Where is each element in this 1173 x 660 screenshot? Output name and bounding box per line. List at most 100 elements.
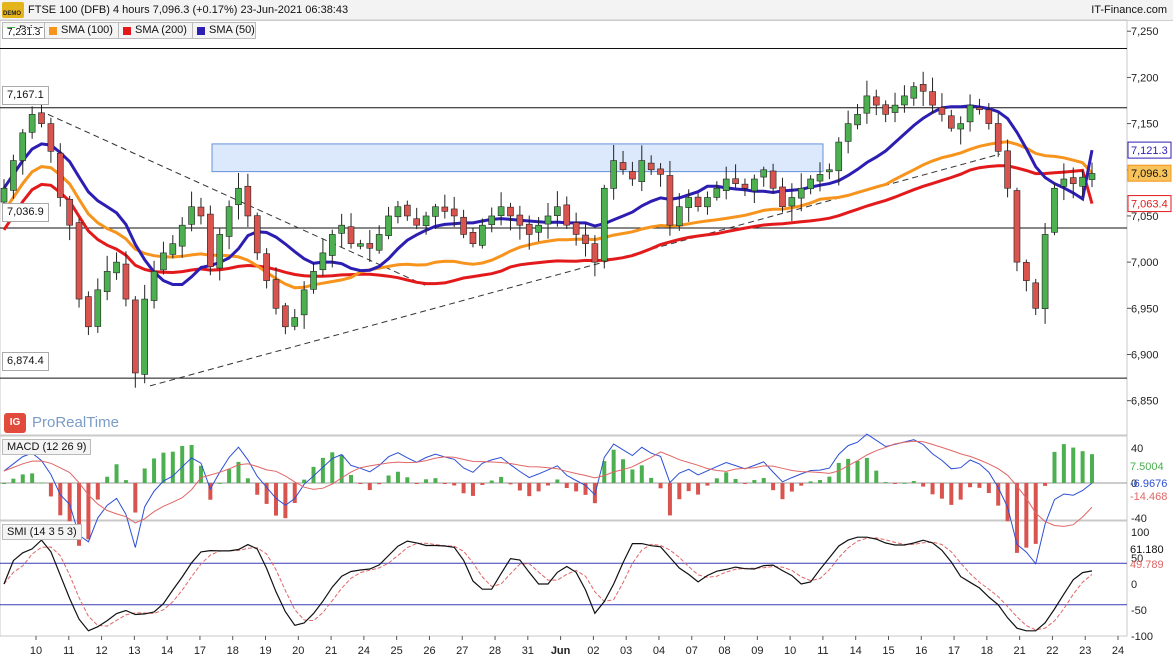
x-tick-label: 25 [391,645,403,657]
candle-body [835,141,843,172]
macd-histogram-bar [433,478,438,483]
y-tick-label: 7,250 [1131,26,1159,38]
brand-text: ProRealTime [32,414,119,431]
y-tick-label: 7,000 [1131,257,1159,269]
candle-body [113,261,120,274]
candle-body [422,215,430,227]
macd-histogram-bar [874,470,879,483]
x-tick-label: 24 [358,645,370,657]
macd-histogram-bar [517,483,522,491]
smi-y-label: -100 [1131,631,1153,643]
candle-body [572,222,580,235]
macd-line [3,433,1093,565]
candle-body [544,215,552,225]
candle-body [751,178,758,192]
x-tick-label: 28 [489,645,501,657]
macd-histogram-bar [846,458,851,483]
smi-title-text: SMI (14 3 5 3) [7,526,77,538]
macd-histogram-bar [761,478,766,483]
macd-histogram-bar [255,483,260,495]
candle-body [938,107,946,115]
candle-body [647,162,655,171]
macd-histogram-bar [58,483,63,516]
candle-body [132,299,139,374]
candle-body [10,160,17,191]
macd-histogram-bar [227,469,232,483]
legend-sma100[interactable]: SMA (100) [44,22,119,39]
candle-body [432,206,439,217]
candle-body [207,213,214,268]
smi-line [3,536,1093,632]
candle-body [272,279,280,309]
macd-histogram-bar [611,449,616,483]
macd-histogram-bar [283,483,288,519]
level-box-high: 7,167.1 [2,86,49,105]
candle-body [488,215,496,225]
macd-histogram-bar [546,483,550,486]
macd-histogram-bar [789,483,794,492]
legend-sma200[interactable]: SMA (200) [118,22,195,39]
macd-histogram-bar [424,479,429,483]
macd-histogram-bar [292,483,297,504]
macd-histogram-bar [949,483,954,505]
candle-body [66,198,73,226]
macd-histogram-bar [902,482,907,484]
macd-histogram-bar [827,476,832,483]
y-tick-label: 6,950 [1131,303,1159,315]
candle-body [919,84,927,92]
candle-body [28,114,36,133]
level-box-low: 6,874.4 [2,352,49,371]
candle-body [657,168,664,175]
macd-histogram-bar [414,483,419,484]
macd-signal-line [3,440,1093,527]
x-tick-label: 14 [850,645,862,657]
macd-histogram-bar [733,478,738,483]
legend-label: SMA (50) [209,24,255,36]
resistance-rect [211,143,824,173]
axis-value-label: 7,121.3 [1131,145,1168,157]
macd-histogram-bar [677,483,682,500]
macd-histogram-bar [1071,447,1076,483]
macd-histogram-bar [274,483,278,516]
macd-histogram-bar [320,457,325,483]
x-tick-label: 18 [227,645,239,657]
candle-body [910,86,918,99]
macd-histogram-bar [911,481,916,483]
macd-histogram-bar [555,479,560,483]
macd-histogram-bar [461,483,466,494]
macd-histogram-bar [377,483,382,485]
demo-badge: DEMO [2,2,24,18]
legend-sma50[interactable]: SMA (50) [192,22,256,39]
candle-body [1060,178,1068,187]
candle-body [56,152,64,198]
x-tick-label: 10 [30,645,42,657]
macd-histogram-bar [658,483,663,489]
candle-body [1032,282,1040,309]
macd-histogram-bar [480,483,485,485]
y-tick-label: 7,200 [1131,72,1159,84]
macd-histogram-bar [20,474,25,483]
candle-body [1079,176,1086,187]
candle-body [713,187,721,198]
x-tick-label: 10 [784,645,796,657]
candle-body [788,197,796,207]
candle-body [357,243,364,247]
macd-histogram-bar [48,483,53,497]
axis-value-label: 7,096.3 [1131,168,1168,180]
macd-histogram-bar [105,476,110,483]
macd-histogram-bar [142,468,147,483]
macd-histogram-bar [208,483,213,500]
candle-body [722,178,730,191]
x-tick-label: 14 [161,645,173,657]
x-tick-label: 11 [63,645,74,657]
candle-body [882,104,889,115]
smi-y-label: 50 [1131,553,1143,565]
price-candles [0,71,1096,388]
macd-histogram-bar [67,483,72,522]
legend-label: SMA (100) [61,24,113,36]
candle-body [976,107,983,111]
chart-title: FTSE 100 (DFB) 4 hours 7,096.3 (+0.17%) … [28,4,349,16]
candle-body [816,174,824,182]
smi-y-label: -50 [1131,605,1147,617]
